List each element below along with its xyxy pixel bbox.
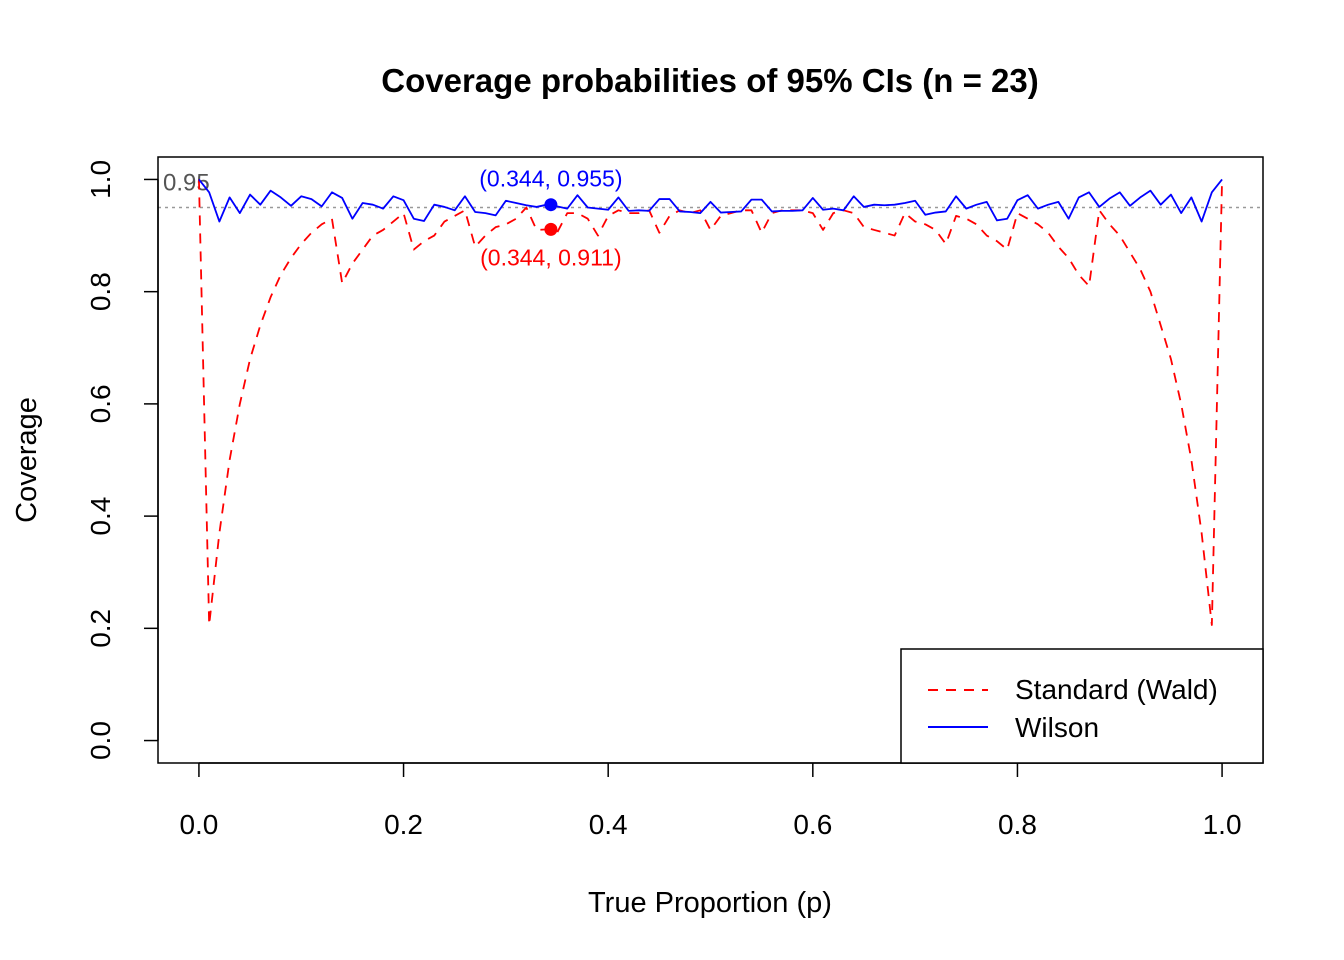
series-line-wilson [198, 178, 1223, 223]
series-group [198, 178, 1223, 626]
x-axis: 0.0 0.2 0.4 0.6 0.8 1.0 [179, 762, 1242, 840]
x-axis-label: True Proportion (p) [588, 887, 832, 919]
highlight-label: (0.344, 0.911) [480, 244, 622, 270]
highlight-point [544, 198, 558, 212]
y-tick-label: 0.2 [85, 609, 116, 648]
y-tick-label: 0.0 [85, 721, 116, 760]
y-axis: 0.0 0.2 0.4 0.6 0.8 1.0 [85, 160, 159, 760]
legend-box [900, 648, 1264, 764]
highlight-label: (0.344, 0.955) [479, 166, 622, 192]
x-tick-label: 0.4 [589, 809, 628, 840]
reference-line-group: 0.95 [158, 170, 1263, 209]
legend: Standard (Wald) Wilson [900, 648, 1264, 764]
x-tick-label: 0.2 [384, 809, 423, 840]
x-tick-label: 0.8 [998, 809, 1037, 840]
plot-area: 0.95 (0.344, 0.955) (0.344, 0.911) [157, 156, 1264, 764]
y-tick-label: 0.6 [85, 384, 116, 423]
legend-label-wald: Standard (Wald) [1015, 674, 1218, 705]
y-tick-label: 0.8 [85, 272, 116, 311]
highlight-group: (0.344, 0.955) (0.344, 0.911) [479, 166, 622, 271]
highlight-point [544, 222, 558, 236]
legend-label-wilson: Wilson [1015, 712, 1099, 743]
y-tick-label: 0.4 [85, 497, 116, 536]
x-tick-label: 0.6 [793, 809, 832, 840]
x-tick-label: 1.0 [1203, 809, 1242, 840]
x-tick-label: 0.0 [179, 809, 218, 840]
chart-title: Coverage probabilities of 95% CIs (n = 2… [381, 62, 1038, 99]
y-tick-label: 1.0 [85, 160, 116, 199]
y-axis-label: Coverage [11, 397, 43, 523]
series-line-wald [198, 179, 1223, 626]
